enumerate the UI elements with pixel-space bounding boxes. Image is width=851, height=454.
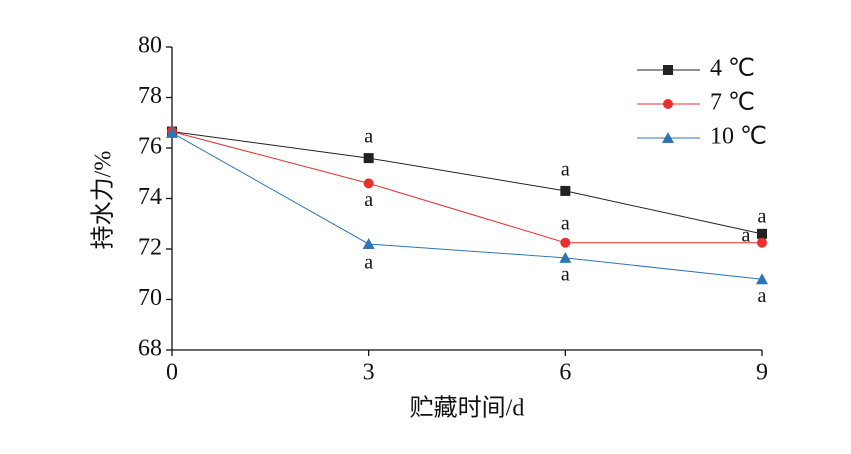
legend-label: 7 ℃	[710, 90, 755, 116]
y-tick-label: 70	[138, 285, 162, 311]
y-tick-label: 68	[138, 336, 162, 362]
data-point	[559, 251, 572, 263]
significance-label: a	[561, 263, 570, 285]
significance-label: a	[561, 159, 570, 181]
data-point	[363, 153, 374, 164]
data-point	[363, 178, 374, 189]
significance-label: a	[742, 224, 751, 246]
data-point	[560, 237, 571, 248]
y-axis-label: 持水力/%	[90, 151, 117, 250]
legend-marker	[663, 65, 673, 75]
data-point	[757, 228, 767, 239]
x-axis-label: 贮藏时间/d	[410, 395, 525, 422]
significance-label: a	[758, 285, 767, 307]
x-tick-label: 6	[559, 360, 571, 386]
data-point	[560, 185, 571, 196]
legend-marker	[662, 132, 674, 143]
significance-label: a	[364, 189, 373, 211]
y-tick-label: 78	[138, 83, 162, 109]
y-tick-label: 72	[138, 235, 162, 261]
legend-label: 4 ℃	[710, 56, 755, 82]
y-tick-label: 80	[138, 33, 162, 59]
y-tick-label: 74	[138, 184, 162, 210]
series-line	[171, 131, 762, 244]
data-point	[362, 237, 375, 249]
x-tick-label: 3	[363, 360, 375, 386]
series-line	[171, 132, 763, 280]
significance-label: a	[758, 205, 767, 227]
significance-label: a	[364, 252, 373, 274]
data-point	[757, 237, 767, 248]
significance-label: a	[364, 126, 373, 148]
data-point	[166, 126, 178, 138]
series-line	[171, 131, 763, 235]
data-point	[756, 273, 768, 285]
x-tick-label: 0	[166, 360, 178, 386]
legend-marker	[663, 99, 673, 109]
x-tick-label: 9	[756, 360, 768, 386]
legend-label: 10 ℃	[710, 124, 767, 150]
y-tick-label: 76	[138, 134, 162, 160]
significance-label: a	[561, 212, 570, 234]
